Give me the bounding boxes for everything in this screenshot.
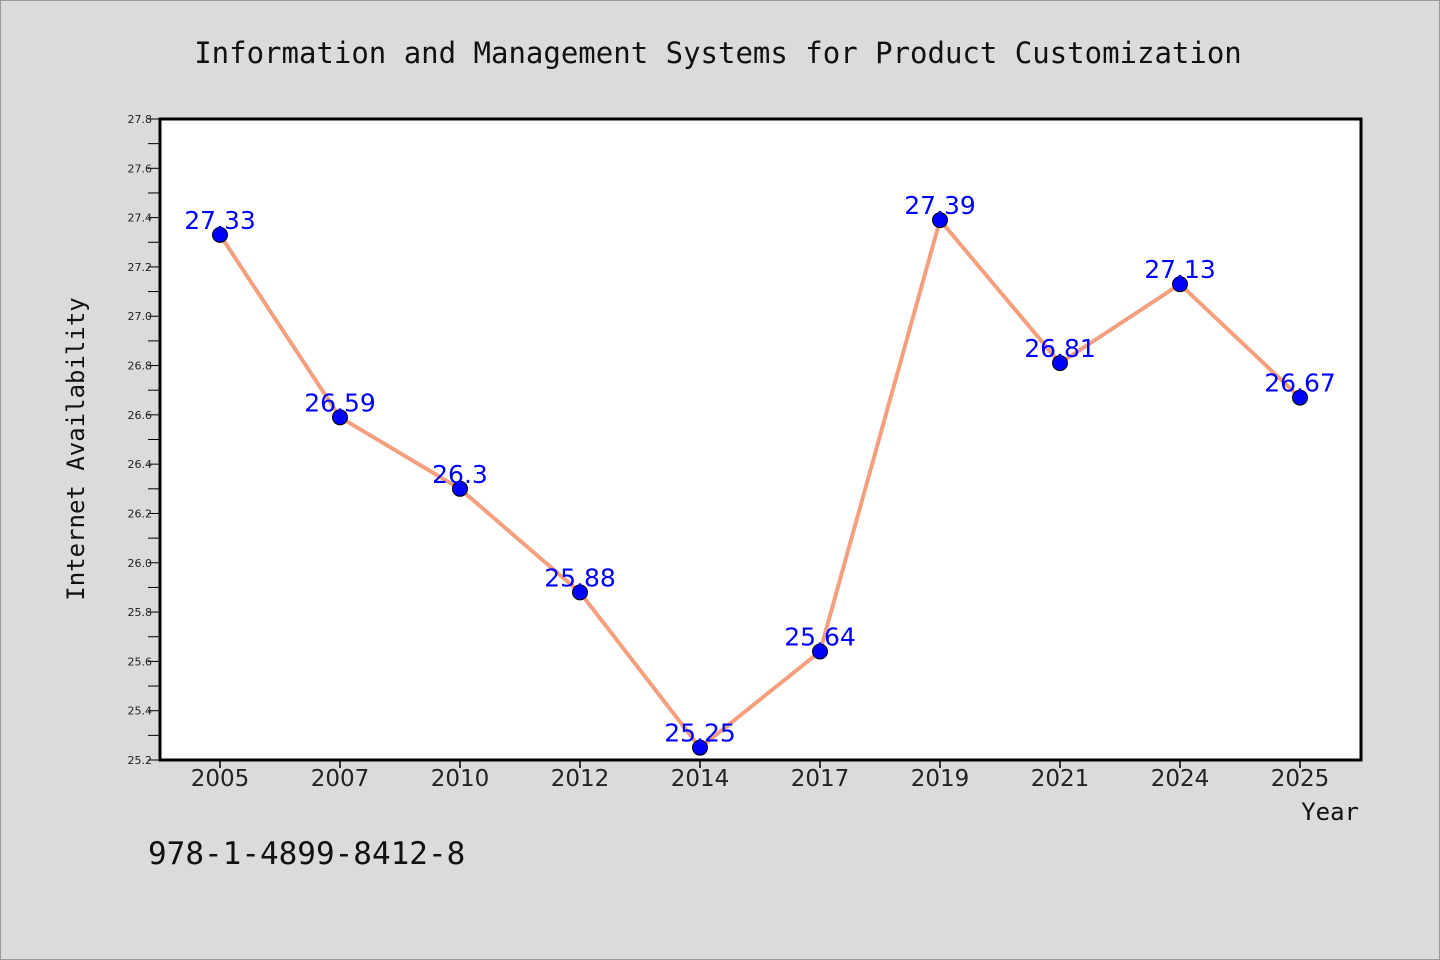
series-line-group <box>218 218 1302 750</box>
x-tick-label: 2012 <box>551 766 610 792</box>
data-point <box>572 584 588 601</box>
x-tick-label: 2005 <box>191 766 250 792</box>
y-tick-label: 27.6 <box>128 162 153 175</box>
x-axis-label: Year <box>1301 798 1359 826</box>
data-labels-group: 27.33 26.59 26.3 25.88 25.25 25.64 27.39 26.81 2… <box>184 191 1336 748</box>
y-axis-label: Internet Availability <box>62 297 90 600</box>
data-label: 27.33 <box>184 206 256 235</box>
data-point <box>1292 389 1308 406</box>
data-label: 27.39 <box>904 191 976 220</box>
y-tick-label: 27.8 <box>128 113 153 126</box>
data-point <box>692 739 708 756</box>
y-tick-label: 26.6 <box>128 409 153 422</box>
y-tick-label: 25.6 <box>128 655 153 668</box>
data-label: 26.67 <box>1264 369 1336 398</box>
data-point <box>1172 276 1188 293</box>
data-point <box>1052 355 1068 372</box>
data-label: 26.81 <box>1024 334 1096 363</box>
plot-area <box>158 117 1363 762</box>
data-label: 25.25 <box>664 719 736 748</box>
y-tick-label: 26.4 <box>128 458 153 471</box>
markers-group <box>212 212 1308 756</box>
y-tick-label: 26.0 <box>128 557 153 570</box>
chart-title: Information and Management Systems for P… <box>194 36 1242 70</box>
y-tick-label: 25.2 <box>128 754 153 767</box>
y-axis: 25.2 25.4 25.6 25.8 26.0 26.2 26.4 26.6 26.8 27.0… <box>128 113 160 767</box>
x-tick-label: 2010 <box>431 766 490 792</box>
data-label: 26.59 <box>304 388 376 417</box>
x-tick-label: 2025 <box>1271 766 1330 792</box>
x-tick-label: 2007 <box>311 766 370 792</box>
x-tick-label: 2021 <box>1031 766 1090 792</box>
x-axis: 2005 2007 2010 2012 2014 2017 2019 2021 2024 2025 <box>191 760 1330 792</box>
y-tick-label: 25.4 <box>128 705 153 718</box>
y-tick-label: 27.0 <box>128 310 153 323</box>
x-tick-label: 2024 <box>1151 766 1210 792</box>
x-tick-label: 2014 <box>671 766 730 792</box>
data-point <box>452 480 468 497</box>
data-point <box>332 409 348 426</box>
x-tick-label: 2019 <box>911 766 970 792</box>
x-tick-label: 2017 <box>791 766 850 792</box>
data-label: 25.88 <box>544 563 616 592</box>
y-tick-label: 26.2 <box>128 507 153 520</box>
y-tick-label: 25.8 <box>128 606 153 619</box>
data-label: 27.13 <box>1144 255 1216 284</box>
data-point <box>812 643 828 660</box>
y-tick-label: 27.4 <box>128 212 153 225</box>
series-line <box>218 218 1302 750</box>
data-point <box>212 226 228 243</box>
isbn-text: 978-1-4899-8412-8 <box>148 836 465 872</box>
data-point <box>932 212 948 229</box>
data-label: 25.64 <box>784 623 856 652</box>
data-label: 26.3 <box>432 460 488 489</box>
y-tick-label: 27.2 <box>128 261 153 274</box>
y-tick-label: 26.8 <box>128 360 153 373</box>
